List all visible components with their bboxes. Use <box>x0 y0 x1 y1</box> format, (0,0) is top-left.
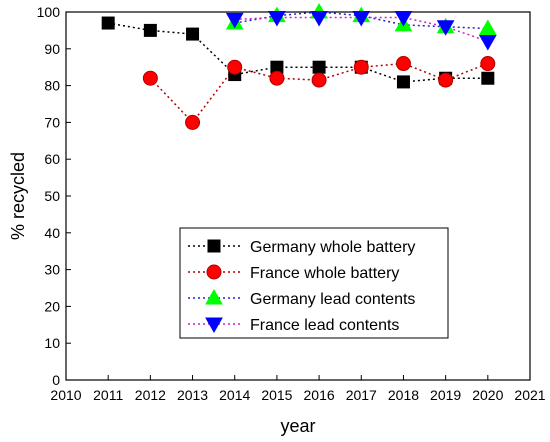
data-point-series-2 <box>185 114 201 130</box>
data-point-series-4 <box>352 11 371 27</box>
legend-label-2: France whole battery <box>250 265 399 282</box>
x-tick-label: 2010 <box>50 387 81 403</box>
x-tick-label: 2020 <box>472 387 503 403</box>
data-point-series-2 <box>311 72 327 88</box>
series-line-1 <box>108 22 488 83</box>
data-point-series-2 <box>438 72 454 88</box>
y-tick-label: 60 <box>44 151 60 167</box>
x-tick-label: 2017 <box>346 387 377 403</box>
data-point-series-4 <box>436 20 455 36</box>
legend-marker-1 <box>207 239 221 253</box>
legend-label-3: Germany lead contents <box>250 291 415 308</box>
data-point-series-2 <box>142 70 158 86</box>
legend-marker-4 <box>205 317 223 334</box>
data-point-series-1 <box>101 16 115 30</box>
data-point-series-4 <box>310 11 328 27</box>
y-tick-label: 0 <box>52 372 60 388</box>
data-point-series-2 <box>353 59 369 75</box>
legend: Germany whole battery France whole batter… <box>179 227 449 339</box>
y-tick-label: 30 <box>44 262 60 278</box>
x-axis-title: year <box>280 416 315 436</box>
data-point-series-3 <box>478 19 497 36</box>
series-lines <box>108 11 489 124</box>
x-tick-label: 2011 <box>93 387 123 403</box>
data-point-series-1 <box>186 27 200 41</box>
data-point-series-2 <box>395 56 411 72</box>
y-tick-label: 90 <box>44 41 60 57</box>
data-point-series-1 <box>396 75 410 89</box>
data-point-series-1 <box>312 60 326 74</box>
x-tick-label: 2013 <box>177 387 208 403</box>
data-point-series-4 <box>478 34 497 51</box>
y-tick-label: 50 <box>44 188 60 204</box>
x-tick-label: 2015 <box>261 387 292 403</box>
legend-label-1: Germany whole battery <box>250 239 415 256</box>
y-tick-label: 100 <box>37 4 61 20</box>
data-point-series-4 <box>225 12 244 29</box>
series-markers <box>101 2 497 130</box>
data-point-series-2 <box>480 56 496 72</box>
x-tick-label: 2019 <box>430 387 461 403</box>
x-tick-label: 2018 <box>388 387 419 403</box>
data-point-series-1 <box>143 23 157 37</box>
data-point-series-4 <box>394 11 413 27</box>
x-tick-label: 2016 <box>304 387 335 403</box>
data-point-series-2 <box>269 70 285 86</box>
x-tick-label: 2012 <box>135 387 166 403</box>
axis-ticks: 2010 2011 2012 2013 2014 2015 2016 2017 2018 2019… <box>37 4 546 403</box>
data-point-series-1 <box>481 71 495 85</box>
x-tick-label: 2014 <box>219 387 250 403</box>
y-tick-label: 20 <box>44 298 60 314</box>
legend-marker-2 <box>206 264 222 280</box>
data-point-series-2 <box>227 59 243 75</box>
x-tick-label: 2021 <box>514 387 545 403</box>
legend-marker-3 <box>205 288 223 305</box>
y-tick-label: 40 <box>44 225 60 241</box>
data-point-series-4 <box>268 11 286 27</box>
y-tick-label: 80 <box>44 78 60 94</box>
y-tick-label: 70 <box>44 114 60 130</box>
y-axis-title: % recycled <box>8 152 28 240</box>
y-tick-label: 10 <box>44 335 60 351</box>
legend-label-4: France lead contents <box>250 317 399 334</box>
